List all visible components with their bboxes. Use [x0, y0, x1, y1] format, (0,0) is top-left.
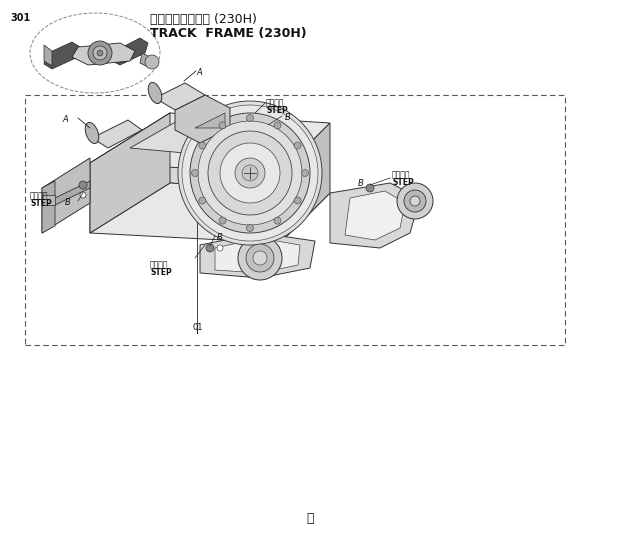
Polygon shape	[44, 45, 52, 66]
Polygon shape	[130, 108, 290, 158]
Bar	[25, 95, 565, 345]
Text: TRACK  FRAME (230H): TRACK FRAME (230H)	[150, 27, 307, 40]
Circle shape	[238, 236, 282, 280]
Text: STEP: STEP	[266, 106, 288, 115]
Circle shape	[410, 196, 420, 206]
Bar	[42, 195, 55, 205]
Circle shape	[294, 197, 301, 204]
Polygon shape	[280, 123, 330, 243]
Circle shape	[219, 122, 226, 129]
Circle shape	[242, 165, 258, 181]
Polygon shape	[90, 113, 170, 233]
Text: B: B	[217, 233, 223, 242]
Circle shape	[145, 55, 159, 69]
Circle shape	[247, 224, 254, 231]
Text: STEP: STEP	[30, 199, 51, 208]
Circle shape	[93, 46, 107, 60]
Circle shape	[246, 244, 274, 272]
Polygon shape	[140, 53, 150, 67]
Ellipse shape	[148, 83, 162, 104]
Polygon shape	[42, 158, 90, 233]
Circle shape	[208, 131, 292, 215]
Text: 301: 301	[10, 13, 30, 23]
Circle shape	[219, 217, 226, 224]
Circle shape	[88, 41, 112, 65]
Text: トラックフレーム (230H): トラックフレーム (230H)	[150, 13, 257, 26]
Text: ステップ: ステップ	[392, 170, 410, 179]
Text: A: A	[62, 115, 68, 124]
Text: ステップ: ステップ	[30, 191, 48, 200]
Polygon shape	[92, 120, 142, 148]
Text: A: A	[196, 68, 202, 77]
Circle shape	[366, 184, 374, 192]
Polygon shape	[155, 83, 205, 110]
Text: ステップ: ステップ	[266, 98, 285, 107]
Circle shape	[182, 105, 318, 241]
Polygon shape	[200, 233, 315, 278]
Text: 01: 01	[192, 323, 203, 332]
Circle shape	[253, 251, 267, 265]
Circle shape	[294, 142, 301, 149]
Text: B: B	[285, 113, 291, 122]
Text: B: B	[65, 198, 71, 207]
Circle shape	[220, 143, 280, 203]
Ellipse shape	[85, 123, 99, 143]
Polygon shape	[55, 181, 90, 205]
Polygon shape	[175, 95, 230, 143]
Circle shape	[206, 244, 214, 252]
Circle shape	[178, 101, 322, 245]
Circle shape	[97, 50, 103, 56]
Circle shape	[79, 181, 87, 189]
Circle shape	[192, 169, 198, 176]
Circle shape	[404, 190, 426, 212]
Polygon shape	[215, 238, 300, 273]
Circle shape	[397, 183, 433, 219]
Circle shape	[274, 217, 281, 224]
Text: B: B	[358, 179, 364, 188]
Circle shape	[274, 122, 281, 129]
Circle shape	[235, 158, 265, 188]
Circle shape	[247, 115, 254, 122]
Polygon shape	[112, 38, 148, 65]
Polygon shape	[44, 42, 80, 69]
Circle shape	[198, 121, 302, 225]
Polygon shape	[90, 113, 330, 173]
Circle shape	[190, 113, 310, 233]
Polygon shape	[72, 43, 135, 65]
Polygon shape	[345, 191, 405, 240]
Circle shape	[80, 192, 86, 198]
Circle shape	[199, 142, 206, 149]
Text: Ⓜ: Ⓜ	[306, 512, 314, 525]
Text: ステップ: ステップ	[150, 260, 169, 269]
Polygon shape	[195, 113, 225, 128]
Polygon shape	[330, 183, 420, 248]
Text: STEP: STEP	[392, 178, 414, 187]
Text: STEP: STEP	[150, 268, 172, 277]
Polygon shape	[90, 113, 280, 233]
Circle shape	[217, 245, 223, 251]
Polygon shape	[90, 183, 330, 243]
Circle shape	[199, 197, 206, 204]
Circle shape	[301, 169, 309, 176]
Polygon shape	[42, 181, 55, 233]
